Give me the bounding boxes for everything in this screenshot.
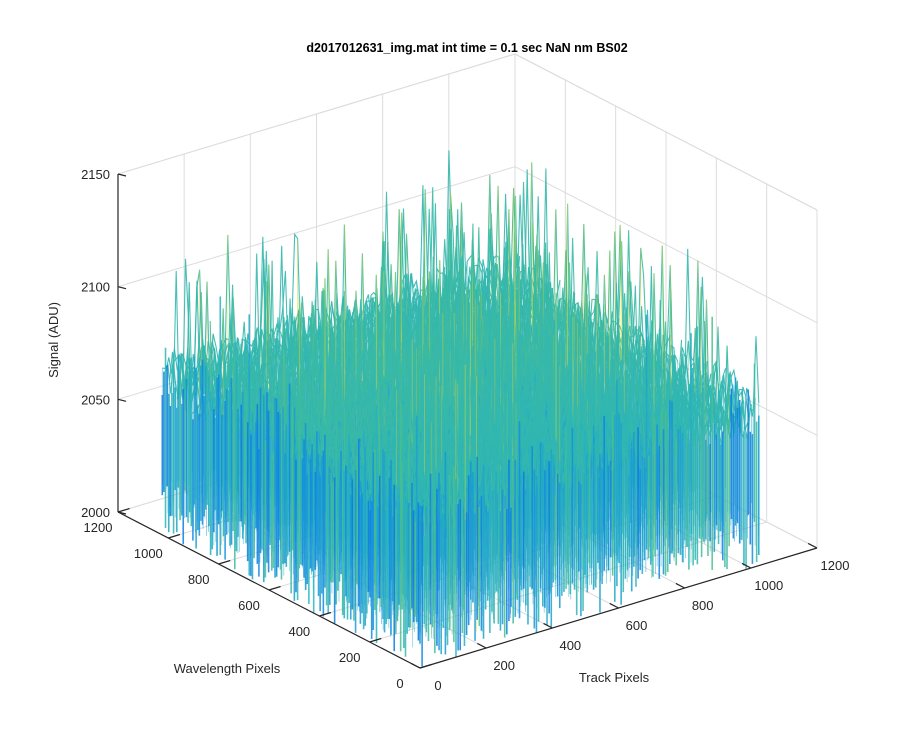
y-tick-label: 1200 — [84, 520, 113, 535]
surface-plot — [161, 150, 760, 667]
x-tick-mark — [675, 582, 685, 589]
x-axis-label: Track Pixels — [579, 670, 650, 685]
x-tick-label: 1000 — [754, 578, 783, 593]
x-tick-label: 200 — [493, 658, 515, 673]
y-tick-mark — [369, 637, 382, 643]
y-tick-label: 400 — [288, 624, 310, 639]
z-tick-label: 2000 — [81, 505, 110, 520]
y-tick-label: 1000 — [134, 546, 163, 561]
y-tick-label: 600 — [238, 598, 260, 613]
x-tick-mark — [477, 642, 487, 649]
x-tick-label: 0 — [434, 678, 441, 693]
y-tick-mark — [419, 663, 432, 669]
x-tick-mark — [543, 622, 553, 629]
z-tick-label: 2050 — [81, 392, 110, 407]
x-tick-label: 600 — [626, 618, 648, 633]
box-top-edge — [514, 53, 818, 211]
y-tick-mark — [168, 533, 181, 539]
x-tick-mark — [741, 562, 752, 569]
y-tick-mark — [218, 559, 231, 565]
y-tick-label: 800 — [188, 572, 210, 587]
back-wall-grid-z — [117, 166, 516, 288]
axes — [117, 173, 818, 669]
z-tick-label: 2150 — [81, 167, 110, 182]
side-wall-grid-z — [514, 166, 818, 324]
y-tick-label: 200 — [339, 650, 361, 665]
chart-title: d2017012631_img.mat int time = 0.1 sec N… — [306, 41, 627, 55]
y-tick-mark — [268, 585, 281, 591]
z-tick-mark — [117, 398, 127, 402]
tick-labels: 0 200 400 600 800 1000 1200 0 200 400 600 800 1000 12… — [81, 167, 849, 693]
y-tick-mark — [117, 507, 130, 513]
x-tick-mark — [609, 602, 619, 609]
z-tick-mark — [117, 511, 127, 515]
y-axis-label: Wavelength Pixels — [174, 661, 281, 676]
y-tick-mark — [319, 611, 332, 617]
y-tick-label: 0 — [396, 676, 403, 691]
z-axis-label: Signal (ADU) — [46, 302, 61, 378]
x-tick-label: 400 — [559, 638, 581, 653]
z-tick-mark — [117, 286, 127, 290]
x-tick-label: 1200 — [821, 558, 850, 573]
z-tick-mark — [117, 173, 127, 177]
x-tick-mark — [410, 662, 421, 669]
x-tick-mark — [807, 542, 818, 549]
z-tick-label: 2100 — [81, 280, 110, 295]
x-tick-label: 800 — [692, 598, 714, 613]
box-top-edge — [117, 53, 516, 175]
